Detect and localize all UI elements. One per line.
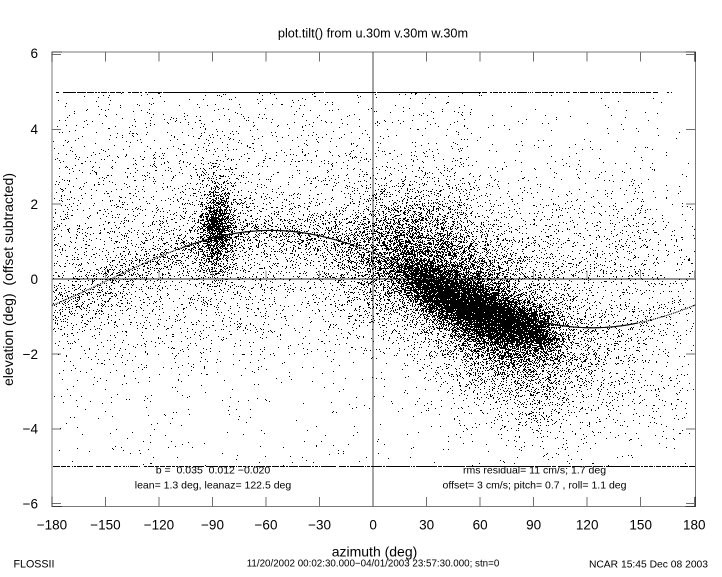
svg-text:120: 120 (576, 518, 599, 533)
svg-text:−4: −4 (23, 422, 39, 437)
svg-text:−90: −90 (201, 518, 224, 533)
svg-text:−180: −180 (37, 518, 67, 533)
svg-text:offset= 3 cm/s; pitch= 0.7 , r: offset= 3 cm/s; pitch= 0.7 , roll= 1.1 d… (443, 480, 627, 492)
svg-text:150: 150 (629, 518, 652, 533)
svg-text:−60: −60 (255, 518, 278, 533)
svg-text:plot.tilt() from u.30m v.30m w: plot.tilt() from u.30m v.30m w.30m (278, 27, 468, 41)
svg-text:elevation (deg) (offset subtr: elevation (deg) (offset subtracted) (0, 173, 16, 386)
svg-text:180: 180 (683, 518, 706, 533)
svg-text:lean= 1.3 deg, leanaz= 122.5 d: lean= 1.3 deg, leanaz= 122.5 deg (135, 480, 292, 492)
svg-text:NCAR 15:45 Dec 08 2003: NCAR 15:45 Dec 08 2003 (589, 559, 708, 570)
svg-text:−6: −6 (23, 497, 38, 512)
svg-text:60: 60 (473, 518, 488, 533)
svg-text:−120: −120 (144, 518, 174, 533)
svg-text:30: 30 (419, 518, 434, 533)
svg-text:11/20/2002 00:02:30.000−04/01/: 11/20/2002 00:02:30.000−04/01/2003 23:57… (247, 559, 500, 570)
svg-text:0: 0 (369, 518, 377, 533)
svg-text:b = 0.035 0.012 −0.020: b = 0.035 0.012 −0.020 (156, 464, 271, 476)
svg-text:0: 0 (30, 272, 38, 287)
svg-text:4: 4 (30, 122, 38, 137)
svg-text:azimuth (deg): azimuth (deg) (332, 543, 418, 559)
svg-text:−2: −2 (23, 347, 38, 362)
svg-text:FLOSSII: FLOSSII (14, 558, 55, 570)
svg-text:6: 6 (30, 46, 38, 61)
svg-text:−30: −30 (308, 518, 331, 533)
svg-text:rms residual= 11 cm/s; 1.7 deg: rms residual= 11 cm/s; 1.7 deg (463, 464, 606, 476)
svg-text:90: 90 (526, 518, 541, 533)
svg-text:2: 2 (30, 197, 38, 212)
svg-text:−150: −150 (90, 518, 120, 533)
